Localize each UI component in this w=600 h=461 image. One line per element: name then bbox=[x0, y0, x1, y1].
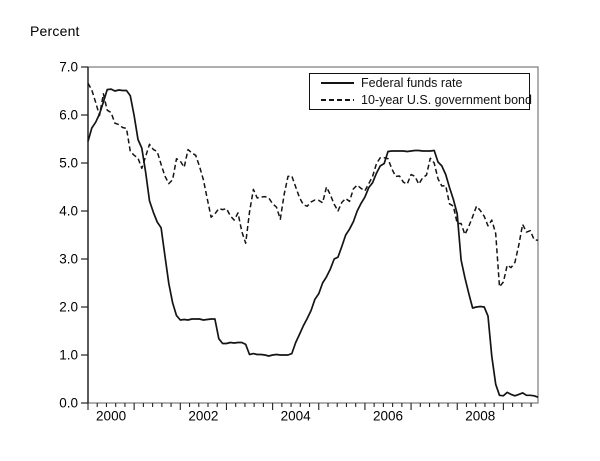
y-tick-label: 2.0 bbox=[59, 300, 78, 315]
x-tick-label: 2000 bbox=[96, 409, 126, 424]
y-tick-label: 3.0 bbox=[59, 252, 78, 267]
dashed-line-sample bbox=[321, 99, 354, 101]
solid-line-sample bbox=[321, 82, 354, 84]
y-axis-unit-label: Percent bbox=[30, 23, 80, 39]
y-tick-label: 1.0 bbox=[59, 348, 78, 363]
treasury-bond-line bbox=[87, 82, 539, 288]
plot-border bbox=[87, 66, 539, 404]
legend-item-10-year-bond: 10-year U.S. government bond bbox=[321, 92, 532, 108]
legend-label-10-year-bond: 10-year U.S. government bond bbox=[361, 93, 532, 107]
y-tick-label: 0.0 bbox=[59, 396, 78, 411]
y-tick-label: 7.0 bbox=[59, 60, 78, 75]
x-tick-label: 2006 bbox=[373, 409, 403, 424]
federal-funds-line bbox=[87, 88, 539, 398]
y-tick-label: 5.0 bbox=[59, 156, 78, 171]
legend-item-federal-funds: Federal funds rate bbox=[321, 75, 529, 91]
legend-label-federal-funds: Federal funds rate bbox=[361, 76, 463, 90]
x-tick-label: 2008 bbox=[465, 409, 495, 424]
x-tick-label: 2004 bbox=[281, 409, 312, 424]
x-tick-label: 2002 bbox=[188, 409, 218, 424]
y-tick-label: 6.0 bbox=[59, 108, 78, 123]
y-tick-label: 4.0 bbox=[59, 204, 78, 219]
legend: Federal funds rate 10-year U.S. governme… bbox=[309, 73, 532, 110]
